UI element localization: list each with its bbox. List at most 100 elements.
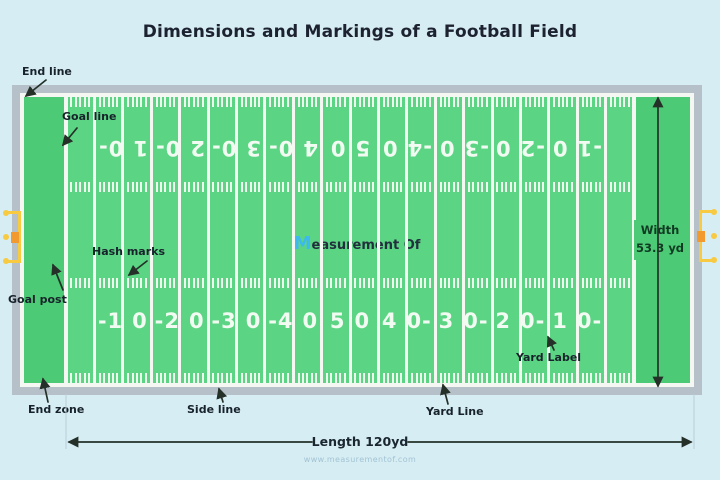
hash-marks-lower [151, 278, 179, 288]
hash-mark [524, 182, 527, 192]
yard-line [490, 97, 494, 383]
hash-mark [159, 97, 162, 107]
hash-mark [524, 97, 527, 107]
hash-mark [382, 182, 385, 192]
hash-mark [74, 373, 77, 383]
hash-mark [253, 97, 256, 107]
hash-mark [618, 373, 621, 383]
hash-marks-lower [606, 278, 634, 288]
hash-mark [282, 373, 285, 383]
yard-number-part: 0- [97, 136, 124, 160]
hash-mark [201, 182, 204, 192]
width-dimension-title: Width [640, 223, 680, 237]
yard-number-part: 0- [520, 309, 546, 333]
yard-line [234, 97, 238, 383]
hash-mark [258, 97, 261, 107]
hash-mark [415, 278, 418, 288]
hash-mark [229, 278, 232, 288]
hash-marks-upper [407, 182, 435, 192]
hash-mark [428, 97, 431, 107]
hash-mark [297, 97, 300, 107]
hash-mark [439, 278, 442, 288]
yard-number-part: -4 [268, 309, 294, 333]
sideline-ticks-top [577, 97, 605, 107]
hash-mark [339, 97, 342, 107]
yard-number-part: 2 [188, 136, 205, 160]
hash-mark [452, 182, 455, 192]
hash-mark [315, 182, 318, 192]
sideline-ticks-top [464, 97, 492, 107]
hash-marks-upper [322, 182, 350, 192]
hash-mark [245, 97, 248, 107]
hash-mark [513, 97, 516, 107]
hash-mark [457, 97, 460, 107]
hash-marks-lower [236, 278, 264, 288]
yard-line [320, 97, 324, 383]
hash-mark [481, 373, 484, 383]
yard-number-part: 0 [495, 136, 512, 160]
hash-mark [367, 182, 370, 192]
hash-mark [371, 182, 374, 192]
hash-mark [400, 182, 403, 192]
field-frame: Measurement Of -1 0 1 0- -2 0 2 0- -3 0 3 0- -4 0 4 0- 5… [12, 85, 702, 395]
hash-mark [358, 373, 361, 383]
hash-mark [83, 373, 86, 383]
yard-line [376, 97, 380, 383]
yard-number-part: 0- [406, 309, 432, 333]
page-title: Dimensions and Markings of a Football Fi… [142, 22, 578, 42]
sideline-ticks-bottom [123, 373, 151, 383]
hash-mark [325, 373, 328, 383]
yard-number-part: 3 [438, 309, 455, 333]
hash-mark [325, 182, 328, 192]
sideline-ticks-top [265, 97, 293, 107]
hash-mark [310, 278, 313, 288]
yard-number-part: 0 [188, 309, 205, 333]
sideline-ticks-bottom [66, 373, 94, 383]
yard-number-top: 2 0- [155, 136, 205, 160]
hash-mark [253, 373, 256, 383]
hash-mark [472, 182, 475, 192]
yard-number-part: 0- [268, 136, 294, 160]
hash-mark [301, 278, 304, 288]
hash-mark [371, 373, 374, 383]
hash-mark [472, 373, 475, 383]
yard-number-part: 0- [211, 136, 237, 160]
hash-mark [391, 97, 394, 107]
hash-mark [537, 97, 540, 107]
hash-mark [485, 97, 488, 107]
hash-mark [411, 278, 414, 288]
yard-line [604, 97, 608, 383]
hash-mark [358, 278, 361, 288]
hash-mark [249, 373, 252, 383]
hash-mark [496, 97, 499, 107]
hash-mark [168, 97, 171, 107]
sideline-ticks-bottom [577, 373, 605, 383]
sideline-ticks-top [123, 97, 151, 107]
hash-mark [98, 373, 101, 383]
goal-post-left-icon [3, 210, 21, 264]
hash-mark [339, 278, 342, 288]
hash-mark [561, 278, 564, 288]
hash-mark [155, 278, 158, 288]
sideline-ticks-top [322, 97, 350, 107]
hash-mark [197, 97, 200, 107]
hash-marks-lower [293, 278, 321, 288]
hash-mark [240, 182, 243, 192]
sideline-ticks-bottom [520, 373, 548, 383]
hash-mark [253, 278, 256, 288]
hash-mark [188, 373, 191, 383]
hash-marks-label: Hash marks [92, 245, 166, 258]
hash-mark [334, 97, 337, 107]
hash-mark [277, 373, 280, 383]
hash-mark [537, 373, 540, 383]
hash-mark [334, 278, 337, 288]
hash-mark [173, 182, 176, 192]
yard-number-part: -1 [97, 309, 124, 333]
hash-mark [212, 97, 215, 107]
hash-mark [188, 182, 191, 192]
yard-number-bottom: -4 0 [268, 311, 318, 332]
hash-mark [513, 182, 516, 192]
end-line-label: End line [22, 65, 72, 78]
hash-mark [201, 373, 204, 383]
hash-mark [623, 97, 626, 107]
